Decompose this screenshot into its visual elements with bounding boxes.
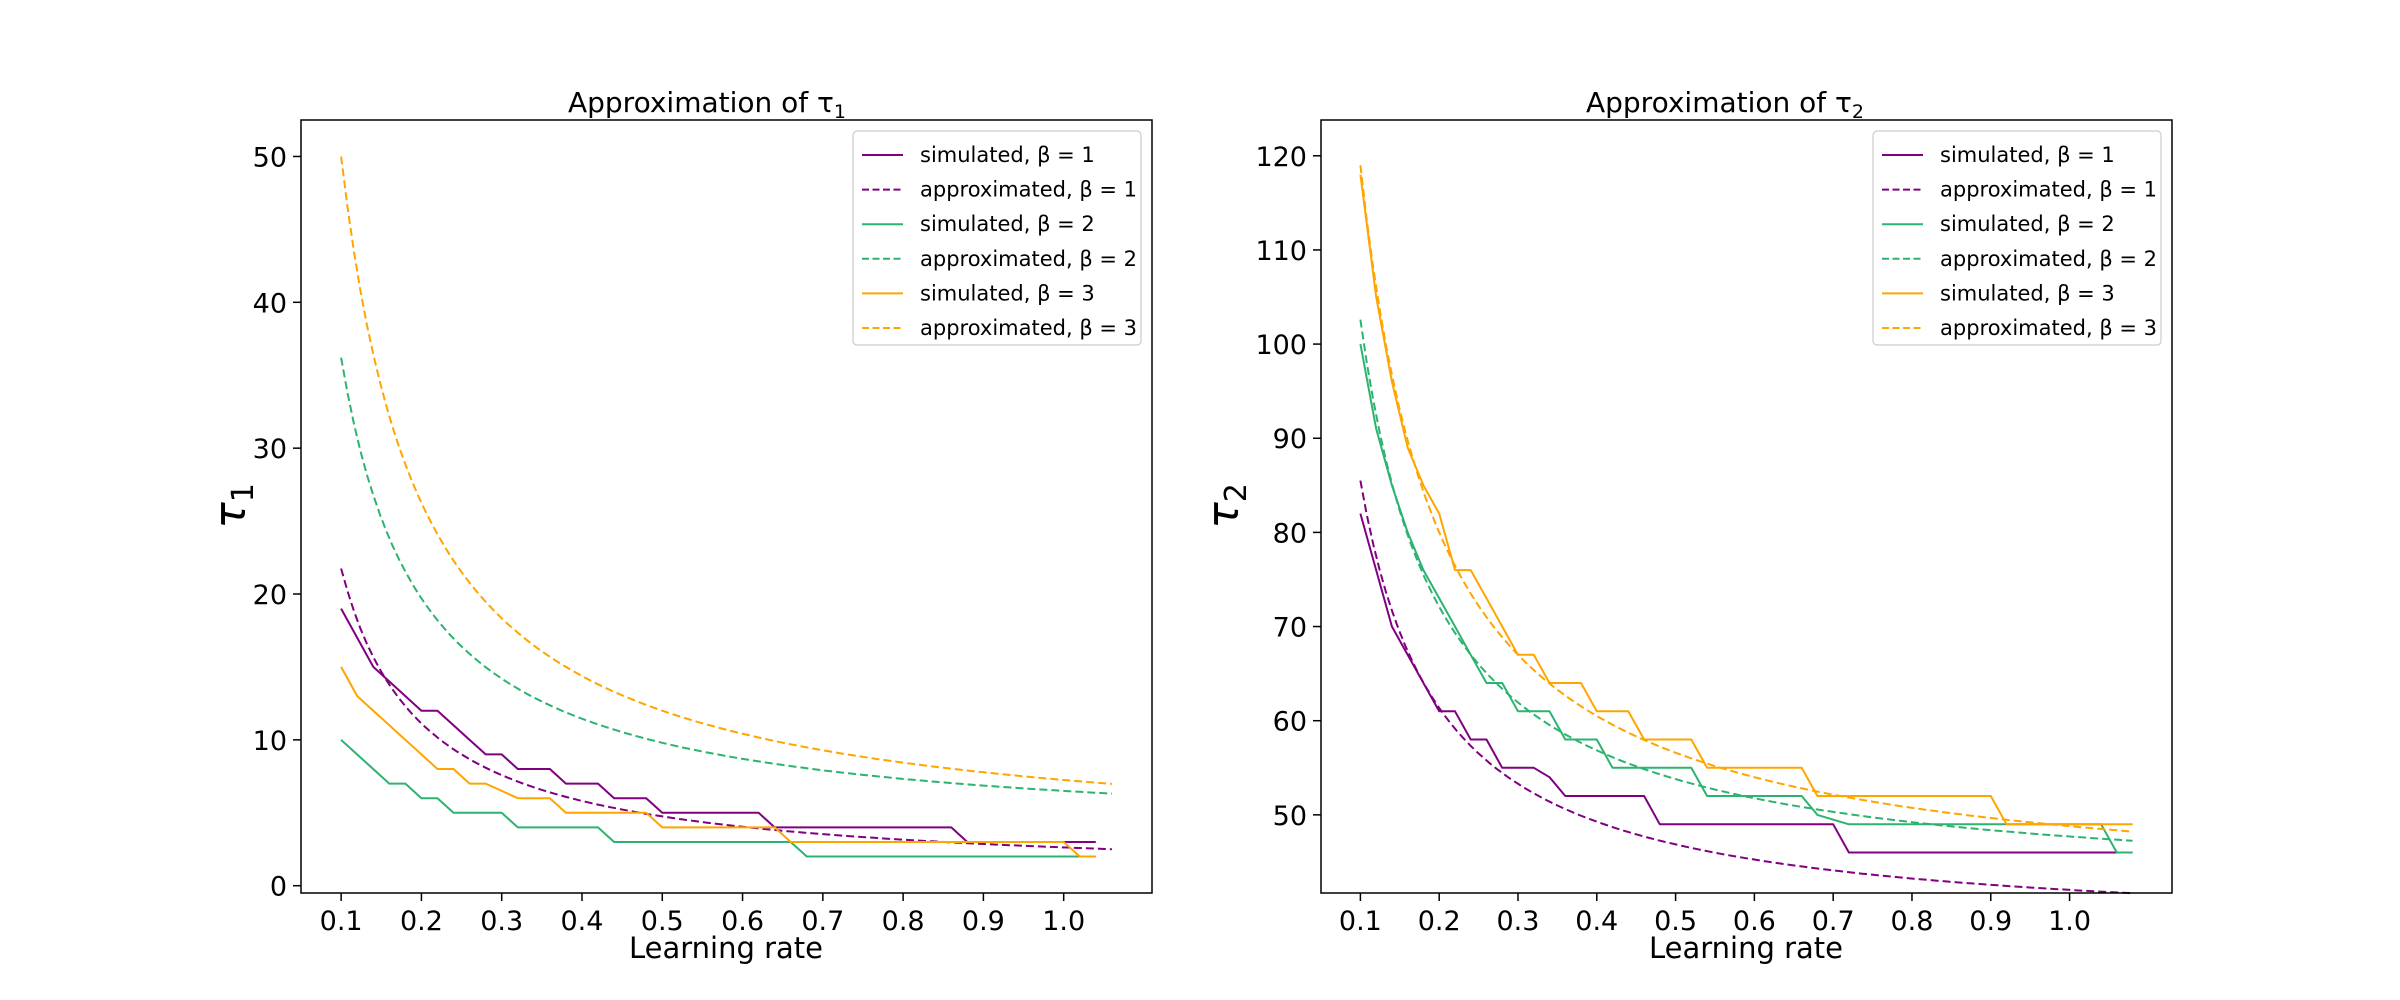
y-axis-label: τ1 bbox=[205, 483, 261, 529]
x-tick-label: 0.8 bbox=[882, 906, 925, 937]
x-axis-label: Learning rate bbox=[1649, 931, 1843, 965]
legend-label: simulated, β = 3 bbox=[920, 281, 1095, 305]
legend-label: simulated, β = 1 bbox=[920, 143, 1095, 167]
x-tick-label: 0.3 bbox=[480, 906, 523, 937]
x-tick-label: 0.1 bbox=[320, 906, 363, 937]
legend-label: simulated, β = 1 bbox=[1940, 143, 2115, 167]
x-tick-label: 0.9 bbox=[962, 906, 1005, 937]
series-line-1 bbox=[340, 608, 1096, 843]
x-tick-label: 0.1 bbox=[1339, 906, 1382, 937]
legend-box bbox=[852, 130, 1142, 346]
legend-label: approximated, β = 1 bbox=[920, 178, 1137, 202]
y-tick-label: 50 bbox=[1273, 801, 1307, 832]
legend: simulated, β = 1 approximated, β = 1 simul… bbox=[1872, 130, 2162, 346]
legend-label: approximated, β = 2 bbox=[1940, 247, 2157, 271]
x-tick-label: 0.5 bbox=[641, 906, 684, 937]
y-tick-label: 60 bbox=[1273, 707, 1307, 738]
y-tick-label: 50 bbox=[253, 142, 287, 173]
x-tick-label: 0.3 bbox=[1497, 906, 1540, 937]
x-tick-label: 0.7 bbox=[801, 906, 844, 937]
series-line-5 bbox=[340, 666, 1096, 858]
x-tick-label: 0.4 bbox=[561, 906, 604, 937]
y-tick-label: 10 bbox=[253, 726, 287, 757]
series-line-6 bbox=[1359, 165, 2133, 833]
y-axis-label: τ2 bbox=[1198, 483, 1254, 529]
x-tick-label: 1.0 bbox=[1042, 906, 1085, 937]
series-line-3 bbox=[340, 739, 1096, 858]
legend-label: approximated, β = 1 bbox=[1940, 178, 2157, 202]
x-tick-label: 0.2 bbox=[400, 906, 443, 937]
y-tick-label: 120 bbox=[1255, 142, 1307, 173]
series-line-6 bbox=[340, 156, 1112, 785]
y-tick-label: 70 bbox=[1273, 613, 1307, 644]
plot-frame bbox=[1320, 119, 2173, 894]
y-tick-label: 90 bbox=[1273, 424, 1307, 455]
x-tick-label: 0.2 bbox=[1418, 906, 1461, 937]
series-line-2 bbox=[1359, 480, 2133, 895]
y-tick-label: 100 bbox=[1255, 330, 1307, 361]
y-tick-label: 30 bbox=[253, 434, 287, 465]
x-axis-label: Learning rate bbox=[629, 931, 823, 965]
series-line-4 bbox=[1359, 319, 2133, 842]
series-line-3 bbox=[1359, 343, 2133, 854]
x-tick-label: 0.6 bbox=[1733, 906, 1776, 937]
x-tick-label: 0.8 bbox=[1890, 906, 1933, 937]
legend-box bbox=[1872, 130, 2162, 346]
y-tick-label: 110 bbox=[1255, 236, 1307, 267]
x-tick-label: 0.7 bbox=[1812, 906, 1855, 937]
x-tick-label: 0.6 bbox=[721, 906, 764, 937]
x-tick-label: 1.0 bbox=[2048, 906, 2091, 937]
y-tick-label: 20 bbox=[253, 580, 287, 611]
legend-label: simulated, β = 3 bbox=[1940, 281, 2115, 305]
chart-tau1: Approximation of τ1 0.1 0.2 0.3 0.4 0.5 0.6 0.… bbox=[205, 86, 1153, 965]
chart-tau2: Approximation of τ2 0.1 0.2 0.3 0.4 0.5 0.6 0.… bbox=[1198, 86, 2173, 965]
legend-label: approximated, β = 2 bbox=[920, 247, 1137, 271]
y-tick-label: 40 bbox=[253, 288, 287, 319]
legend-label: simulated, β = 2 bbox=[1940, 212, 2115, 236]
x-tick-label: 0.4 bbox=[1575, 906, 1618, 937]
x-tick-label: 0.5 bbox=[1654, 906, 1697, 937]
plot-frame bbox=[300, 119, 1153, 894]
series-line-4 bbox=[340, 357, 1112, 795]
legend-label: approximated, β = 3 bbox=[1940, 316, 2157, 340]
chart-title: Approximation of τ2 bbox=[1586, 86, 1864, 123]
legend: simulated, β = 1 approximated, β = 1 simul… bbox=[852, 130, 1142, 346]
legend-label: simulated, β = 2 bbox=[920, 212, 1095, 236]
chart-title: Approximation of τ1 bbox=[568, 86, 846, 123]
series-line-2 bbox=[340, 568, 1112, 851]
y-tick-label: 0 bbox=[270, 872, 287, 903]
y-tick-label: 80 bbox=[1273, 518, 1307, 549]
x-tick-label: 0.9 bbox=[1969, 906, 2012, 937]
legend-label: approximated, β = 3 bbox=[920, 316, 1137, 340]
series-line-1 bbox=[1359, 513, 2133, 854]
